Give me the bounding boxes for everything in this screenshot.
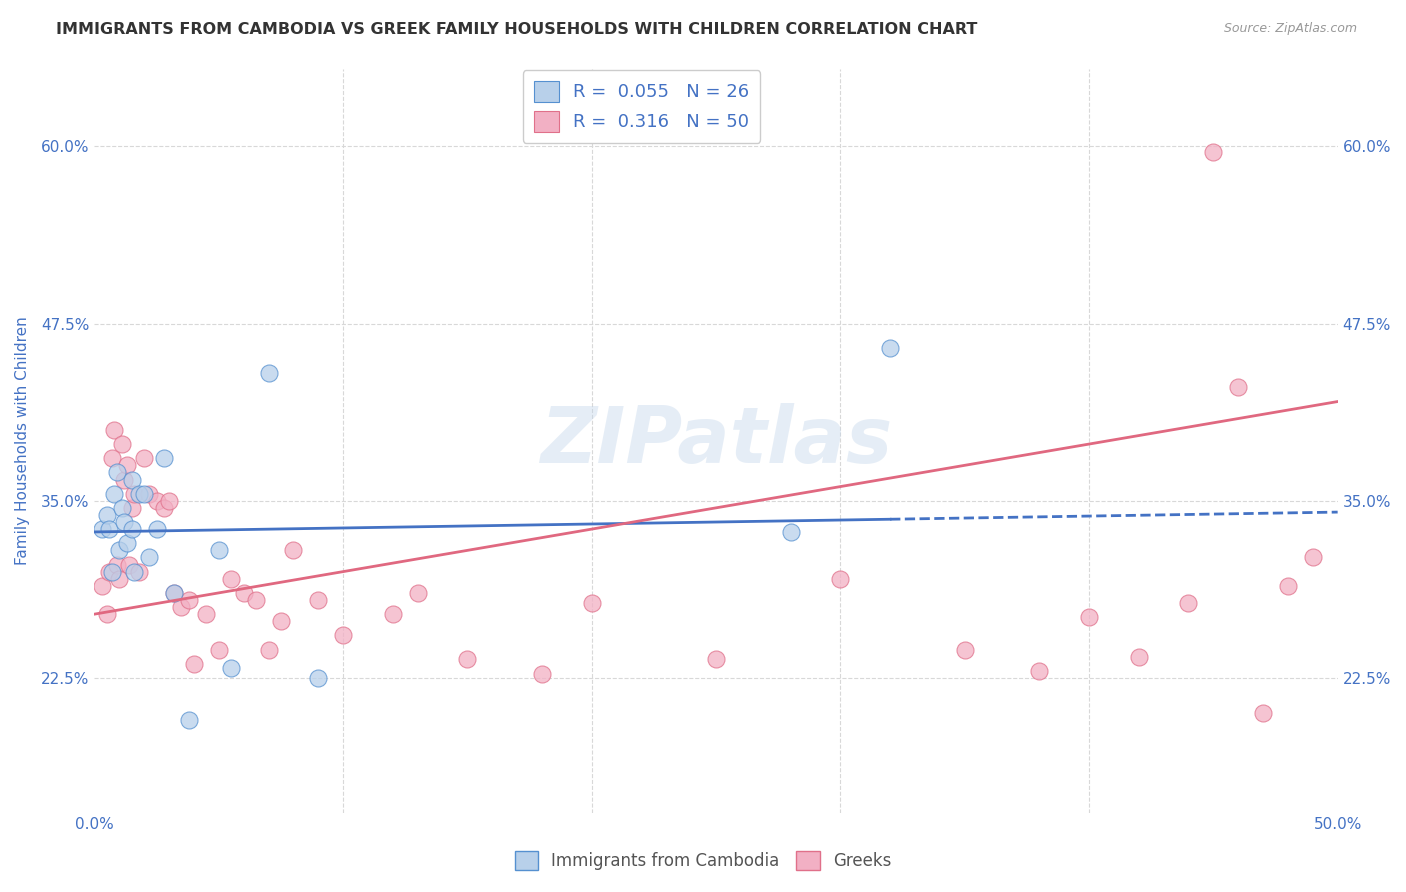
Text: Source: ZipAtlas.com: Source: ZipAtlas.com [1223, 22, 1357, 36]
Point [1302, 550, 1324, 565]
Point [128, 486, 150, 500]
Point [177, 593, 200, 607]
Point [105, 466, 128, 480]
Point [145, 493, 167, 508]
Point [183, 657, 205, 671]
Point [90, 522, 112, 536]
Point [219, 661, 242, 675]
Point [1128, 649, 1150, 664]
Point [145, 522, 167, 536]
Point [122, 565, 145, 579]
Point [257, 366, 280, 380]
Point [98, 522, 121, 536]
Point [1251, 706, 1274, 721]
Point [307, 593, 329, 607]
Point [195, 607, 218, 621]
Point [134, 486, 156, 500]
Point [307, 671, 329, 685]
Point [232, 586, 254, 600]
Point [103, 486, 125, 500]
Point [101, 451, 124, 466]
Point [456, 652, 478, 666]
Text: IMMIGRANTS FROM CAMBODIA VS GREEK FAMILY HOUSEHOLDS WITH CHILDREN CORRELATION CH: IMMIGRANTS FROM CAMBODIA VS GREEK FAMILY… [56, 22, 977, 37]
Legend: R =  0.055   N = 26, R =  0.316   N = 50: R = 0.055 N = 26, R = 0.316 N = 50 [523, 70, 761, 143]
Point [138, 550, 160, 565]
Point [134, 451, 156, 466]
Point [530, 666, 553, 681]
Point [257, 642, 280, 657]
Point [121, 473, 143, 487]
Point [1078, 610, 1101, 624]
Point [103, 423, 125, 437]
Point [1028, 664, 1050, 678]
Point [381, 607, 404, 621]
Point [121, 500, 143, 515]
Point [112, 515, 135, 529]
Point [208, 543, 231, 558]
Point [105, 558, 128, 572]
Point [170, 600, 193, 615]
Point [101, 565, 124, 579]
Point [406, 586, 429, 600]
Point [98, 565, 121, 579]
Point [704, 652, 727, 666]
Point [1227, 380, 1250, 394]
Point [90, 579, 112, 593]
Point [96, 607, 118, 621]
Point [219, 572, 242, 586]
Point [332, 628, 354, 642]
Point [830, 572, 852, 586]
Point [1177, 596, 1199, 610]
Text: ZIPatlas: ZIPatlas [540, 402, 893, 478]
Point [879, 341, 901, 355]
Point [108, 572, 131, 586]
Y-axis label: Family Households with Children: Family Households with Children [15, 316, 30, 565]
Point [163, 586, 186, 600]
Point [157, 493, 180, 508]
Point [163, 586, 186, 600]
Point [115, 458, 138, 473]
Point [270, 614, 292, 628]
Point [208, 642, 231, 657]
Point [779, 524, 801, 539]
Point [153, 451, 176, 466]
Point [121, 522, 143, 536]
Point [138, 486, 160, 500]
Point [96, 508, 118, 522]
Point [111, 500, 134, 515]
Point [122, 486, 145, 500]
Point [112, 473, 135, 487]
Point [118, 558, 141, 572]
Point [1202, 145, 1225, 160]
Point [128, 565, 150, 579]
Point [111, 437, 134, 451]
Legend: Immigrants from Cambodia, Greeks: Immigrants from Cambodia, Greeks [508, 844, 898, 877]
Point [153, 500, 176, 515]
Point [1277, 579, 1299, 593]
Point [108, 543, 131, 558]
Point [953, 642, 976, 657]
Point [245, 593, 267, 607]
Point [115, 536, 138, 550]
Point [581, 596, 603, 610]
Point [177, 714, 200, 728]
Point [283, 543, 305, 558]
